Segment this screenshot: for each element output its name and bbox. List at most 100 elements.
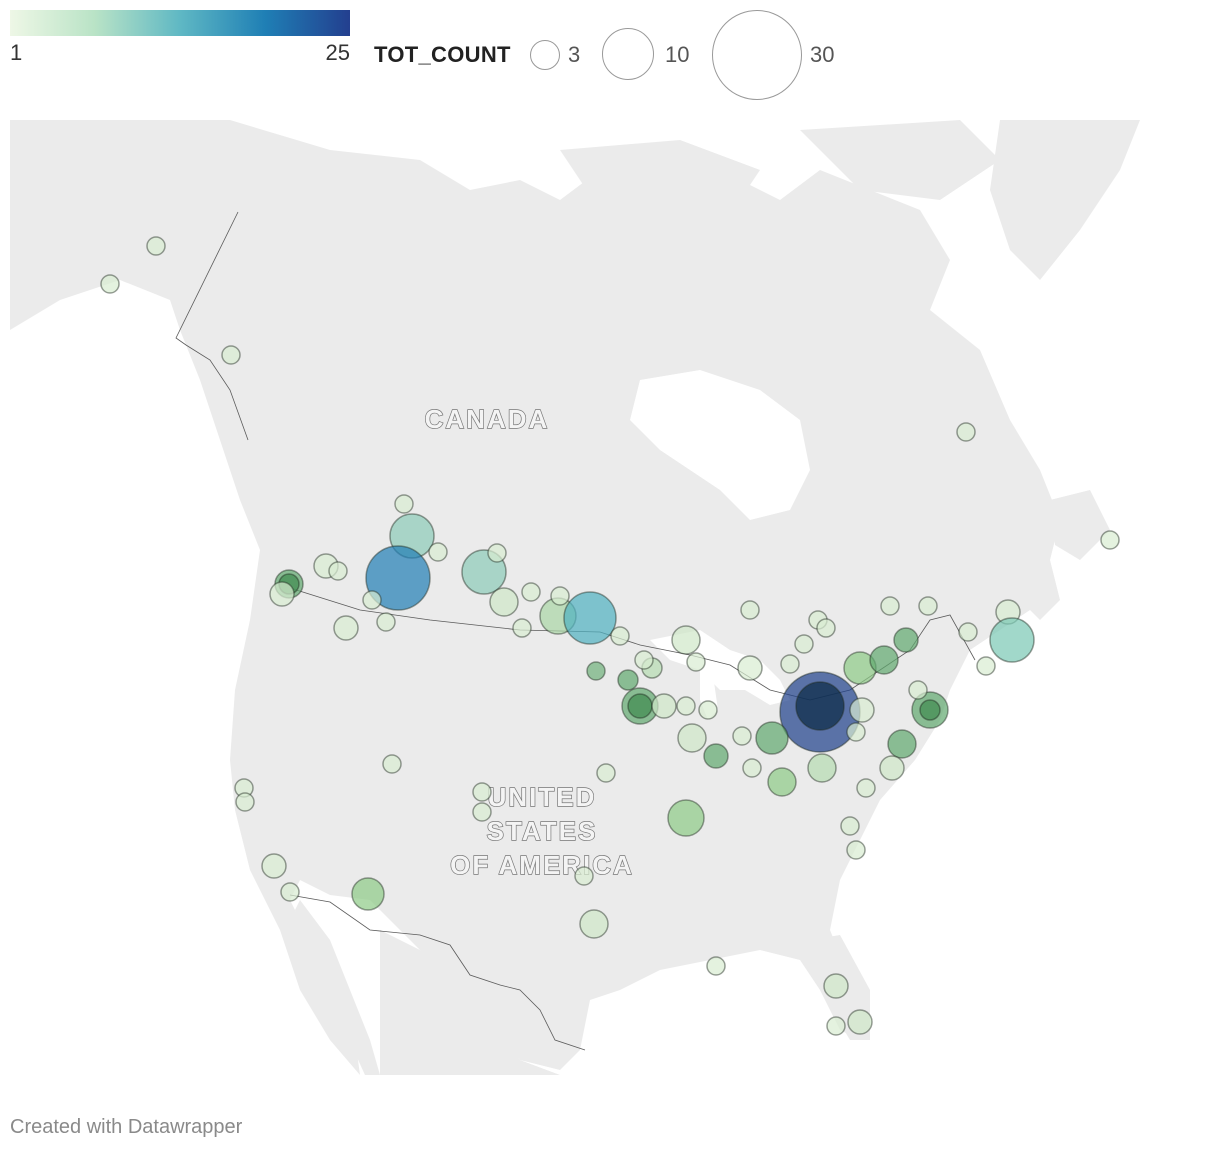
size-legend: TOT_COUNT 3 10 30 — [374, 8, 854, 103]
location-marker[interactable] — [908, 680, 928, 700]
map[interactable]: CANADA UNITED STATES OF AMERICA — [0, 110, 1220, 1090]
location-marker[interactable] — [550, 586, 570, 606]
location-marker[interactable] — [795, 681, 845, 731]
location-marker[interactable] — [280, 882, 300, 902]
size-label: 10 — [665, 42, 690, 67]
label-canada: CANADA — [425, 404, 550, 434]
location-marker[interactable] — [686, 652, 706, 672]
location-marker[interactable] — [698, 700, 718, 720]
location-marker[interactable] — [235, 792, 255, 812]
size-label: 30 — [810, 42, 835, 67]
credit-line: Created with Datawrapper — [10, 1116, 243, 1138]
location-marker[interactable] — [269, 581, 295, 607]
location-marker[interactable] — [100, 274, 120, 294]
location-marker[interactable] — [856, 778, 876, 798]
land-arctic-3 — [700, 215, 860, 300]
land-mexico — [380, 930, 560, 1075]
location-marker[interactable] — [617, 669, 639, 691]
location-marker[interactable] — [816, 618, 836, 638]
location-marker[interactable] — [677, 723, 707, 753]
size-label: 3 — [568, 42, 581, 67]
border-us-mexico — [289, 894, 586, 1051]
location-marker[interactable] — [563, 591, 617, 645]
color-scale-bar — [10, 10, 350, 36]
location-marker[interactable] — [579, 909, 609, 939]
location-marker[interactable] — [261, 853, 287, 879]
location-marker[interactable] — [958, 622, 978, 642]
location-marker[interactable] — [333, 615, 359, 641]
location-marker[interactable] — [780, 654, 800, 674]
location-marker[interactable] — [956, 422, 976, 442]
label-usa-3: OF AMERICA — [450, 850, 634, 880]
location-marker[interactable] — [574, 866, 594, 886]
location-marker[interactable] — [521, 582, 541, 602]
land-greenland — [990, 120, 1140, 280]
location-marker[interactable] — [794, 634, 814, 654]
location-marker[interactable] — [328, 561, 348, 581]
location-marker[interactable] — [221, 345, 241, 365]
location-marker[interactable] — [740, 600, 760, 620]
location-marker[interactable] — [706, 956, 726, 976]
location-marker[interactable] — [489, 587, 519, 617]
location-marker[interactable] — [487, 543, 507, 563]
location-marker[interactable] — [847, 1009, 873, 1035]
location-marker[interactable] — [376, 612, 396, 632]
location-marker[interactable] — [703, 743, 729, 769]
location-marker[interactable] — [880, 596, 900, 616]
color-legend: 1 25 — [10, 10, 350, 65]
location-marker[interactable] — [365, 545, 431, 611]
location-marker[interactable] — [893, 627, 919, 653]
markers[interactable] — [100, 236, 1120, 1036]
location-marker[interactable] — [989, 617, 1035, 663]
location-marker[interactable] — [512, 618, 532, 638]
location-marker[interactable] — [634, 650, 654, 670]
location-marker[interactable] — [849, 697, 875, 723]
size-circle-10 — [602, 28, 654, 80]
location-marker[interactable] — [651, 693, 677, 719]
location-marker[interactable] — [737, 655, 763, 681]
location-marker[interactable] — [826, 1016, 846, 1036]
location-marker[interactable] — [755, 721, 789, 755]
location-marker[interactable] — [732, 726, 752, 746]
location-marker[interactable] — [887, 729, 917, 759]
label-usa-2: STATES — [487, 816, 598, 846]
land-arctic-1 — [370, 200, 540, 260]
location-marker[interactable] — [742, 758, 762, 778]
location-marker[interactable] — [918, 596, 938, 616]
location-marker[interactable] — [472, 782, 492, 802]
location-marker[interactable] — [840, 816, 860, 836]
location-marker[interactable] — [1100, 530, 1120, 550]
location-marker[interactable] — [823, 973, 849, 999]
location-marker[interactable] — [351, 877, 385, 911]
color-legend-max: 25 — [325, 40, 350, 65]
land-arctic-4 — [800, 120, 1000, 200]
location-marker[interactable] — [146, 236, 166, 256]
location-marker[interactable] — [394, 494, 414, 514]
location-marker[interactable] — [976, 656, 996, 676]
land-arctic-2 — [560, 140, 760, 210]
location-marker[interactable] — [472, 802, 492, 822]
location-marker[interactable] — [586, 661, 606, 681]
size-circle-30 — [712, 10, 802, 100]
location-marker[interactable] — [676, 696, 696, 716]
location-marker[interactable] — [382, 754, 402, 774]
location-marker[interactable] — [846, 840, 866, 860]
map-svg[interactable]: CANADA UNITED STATES OF AMERICA — [0, 110, 1220, 1090]
location-marker[interactable] — [869, 645, 899, 675]
location-marker[interactable] — [807, 753, 837, 783]
location-marker[interactable] — [846, 722, 866, 742]
location-marker[interactable] — [362, 590, 382, 610]
location-marker[interactable] — [610, 626, 630, 646]
color-legend-min: 1 — [10, 40, 23, 65]
location-marker[interactable] — [671, 625, 701, 655]
location-marker[interactable] — [919, 699, 941, 721]
location-marker[interactable] — [767, 767, 797, 797]
border-alaska — [175, 211, 249, 441]
location-marker[interactable] — [428, 542, 448, 562]
location-marker[interactable] — [627, 693, 653, 719]
location-marker[interactable] — [879, 755, 905, 781]
location-marker[interactable] — [667, 799, 705, 837]
location-marker[interactable] — [596, 763, 616, 783]
size-legend-title: TOT_COUNT — [374, 42, 511, 67]
hudson-bay — [630, 370, 810, 520]
